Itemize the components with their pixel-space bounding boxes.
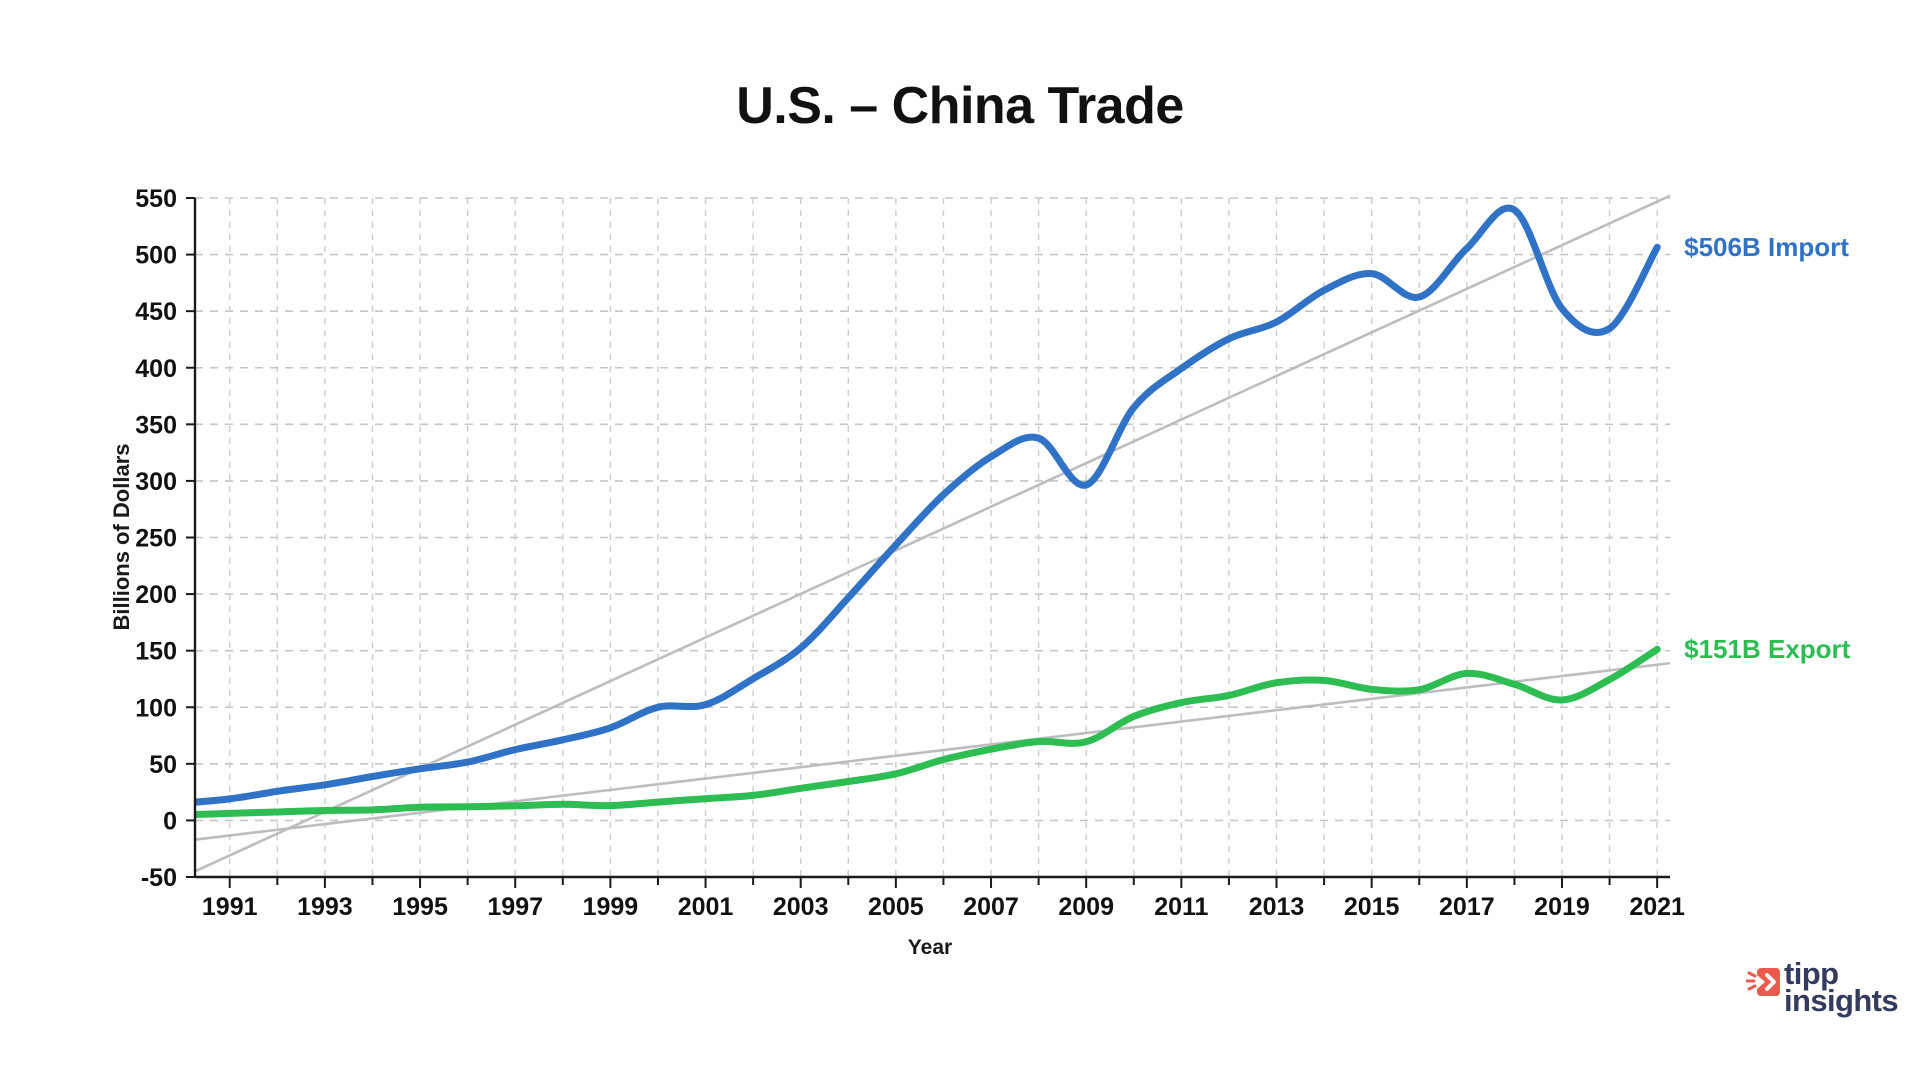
y-tick-label: 150 <box>135 638 177 666</box>
y-tick-label: 450 <box>135 298 177 326</box>
x-tick-label: 1993 <box>297 893 353 921</box>
y-tick-label: 550 <box>135 185 177 213</box>
data-series <box>195 204 1661 819</box>
x-tick-label: 2003 <box>773 893 829 921</box>
export-end-label: $151B Export <box>1684 634 1851 665</box>
import-trend <box>194 194 1671 873</box>
tipp-insights-icon <box>1746 968 1780 996</box>
y-axis-title: Billions of Dollars <box>109 443 134 631</box>
y-tick-label: 100 <box>135 694 177 722</box>
gridlines <box>195 197 1670 877</box>
export-trend <box>194 661 1671 841</box>
x-tick-label: 1991 <box>202 893 258 921</box>
y-tick-label: 50 <box>149 751 177 779</box>
x-tick-label: 2009 <box>1058 893 1114 921</box>
x-tick-label: 1999 <box>583 893 639 921</box>
y-tick-label: 350 <box>135 411 177 439</box>
x-tick-label: 2001 <box>678 893 734 921</box>
import-line <box>195 204 1661 806</box>
x-tick-label: 1995 <box>392 893 448 921</box>
x-tick-label: 2013 <box>1249 893 1305 921</box>
x-tick-label: 1997 <box>487 893 543 921</box>
axes: -50 0 50 100 150 200 250 300 350 400 450 500 550 1991… <box>135 185 1685 921</box>
x-tick-label: 2017 <box>1439 893 1495 921</box>
y-tick-label: 200 <box>135 581 177 609</box>
chart-title: U.S. – China Trade <box>736 77 1184 135</box>
import-end-label: $506B Import <box>1684 232 1849 263</box>
y-tick-label: 400 <box>135 355 177 383</box>
logo-line2: insights <box>1784 983 1899 1018</box>
y-tick-label: 250 <box>135 525 177 553</box>
x-axis-title: Year <box>907 936 953 959</box>
x-tick-label: 2015 <box>1344 893 1400 921</box>
x-tick-label: 2019 <box>1534 893 1590 921</box>
y-tick-label: -50 <box>141 864 177 892</box>
logo-text: tipp insights <box>1784 956 1899 1018</box>
x-tick-label: 2007 <box>963 893 1019 921</box>
y-tick-label: 500 <box>135 242 177 270</box>
export-line <box>195 645 1661 819</box>
logo-line1: tipp <box>1784 956 1839 991</box>
y-tick-label: 300 <box>135 468 177 496</box>
y-tick-label: 0 <box>163 807 177 835</box>
x-tick-label: 2005 <box>868 893 924 921</box>
x-tick-label: 2021 <box>1629 893 1685 921</box>
brand-logo: tipp insights <box>1746 956 1899 1018</box>
x-tick-label: 2011 <box>1154 893 1208 921</box>
